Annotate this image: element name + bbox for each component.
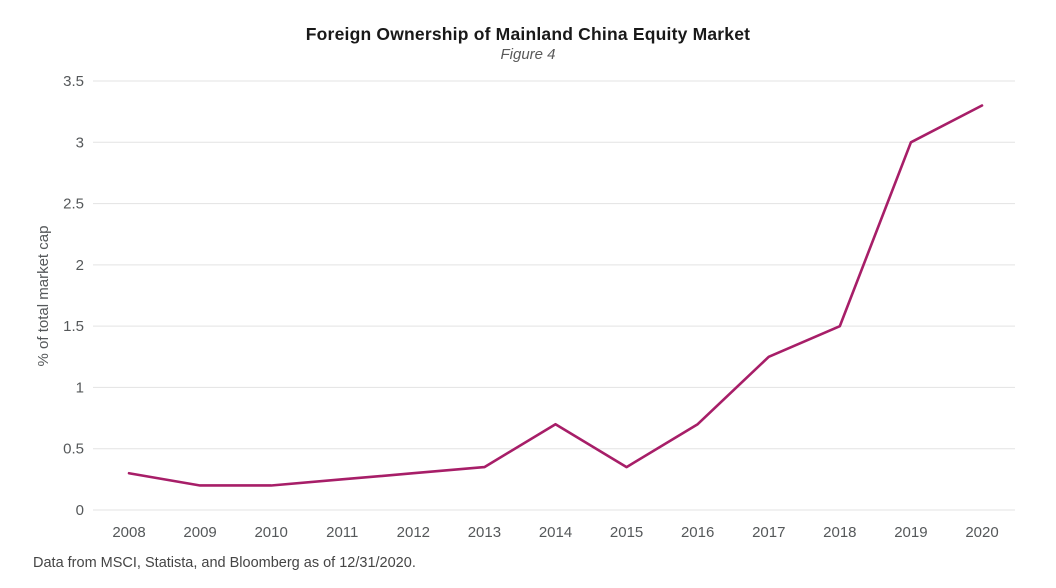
x-tick-label: 2018: [823, 524, 856, 541]
x-tick-label: 2011: [326, 524, 358, 541]
page-title: Foreign Ownership of Mainland China Equi…: [305, 24, 751, 44]
x-tick-label: 2010: [254, 524, 287, 541]
x-tick-label: 2020: [965, 524, 998, 541]
x-tick-label: 2015: [610, 524, 643, 541]
y-tick-label: 2.5: [63, 196, 84, 213]
y-axis-title: % of total market cap: [35, 226, 52, 367]
x-tick-label: 2012: [397, 524, 430, 541]
y-tick-label: 0.5: [63, 441, 84, 458]
x-tick-label: 2017: [752, 524, 785, 541]
x-tick-label: 2014: [539, 524, 572, 541]
y-tick-label: 1.5: [63, 318, 84, 335]
y-tick-label: 0: [76, 502, 84, 519]
x-tick-label: 2008: [112, 524, 145, 541]
x-axis-labels: 2008 2009 2010 2011 2012 2013 2014 2015 2016 2017…: [112, 524, 998, 541]
source-footnote: Data from MSCI, Statista, and Bloomberg …: [33, 555, 416, 571]
x-tick-label: 2016: [681, 524, 714, 541]
figure-subtitle: Figure 4: [500, 46, 556, 63]
x-tick-label: 2013: [468, 524, 501, 541]
y-tick-label: 2: [76, 257, 84, 274]
y-tick-label: 3.5: [63, 73, 84, 90]
x-tick-label: 2019: [894, 524, 927, 541]
gridlines: [93, 80, 1015, 511]
y-axis-labels: 0 0.5 1 1.5 2 2.5 3 3.5: [63, 73, 84, 519]
x-tick-label: 2009: [183, 524, 216, 541]
y-tick-label: 3: [76, 134, 84, 151]
data-line-foreign-ownership: [127, 104, 984, 487]
y-tick-label: 1: [76, 379, 84, 396]
